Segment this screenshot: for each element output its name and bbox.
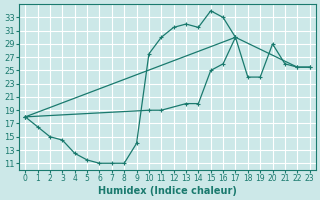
X-axis label: Humidex (Indice chaleur): Humidex (Indice chaleur) (98, 186, 237, 196)
